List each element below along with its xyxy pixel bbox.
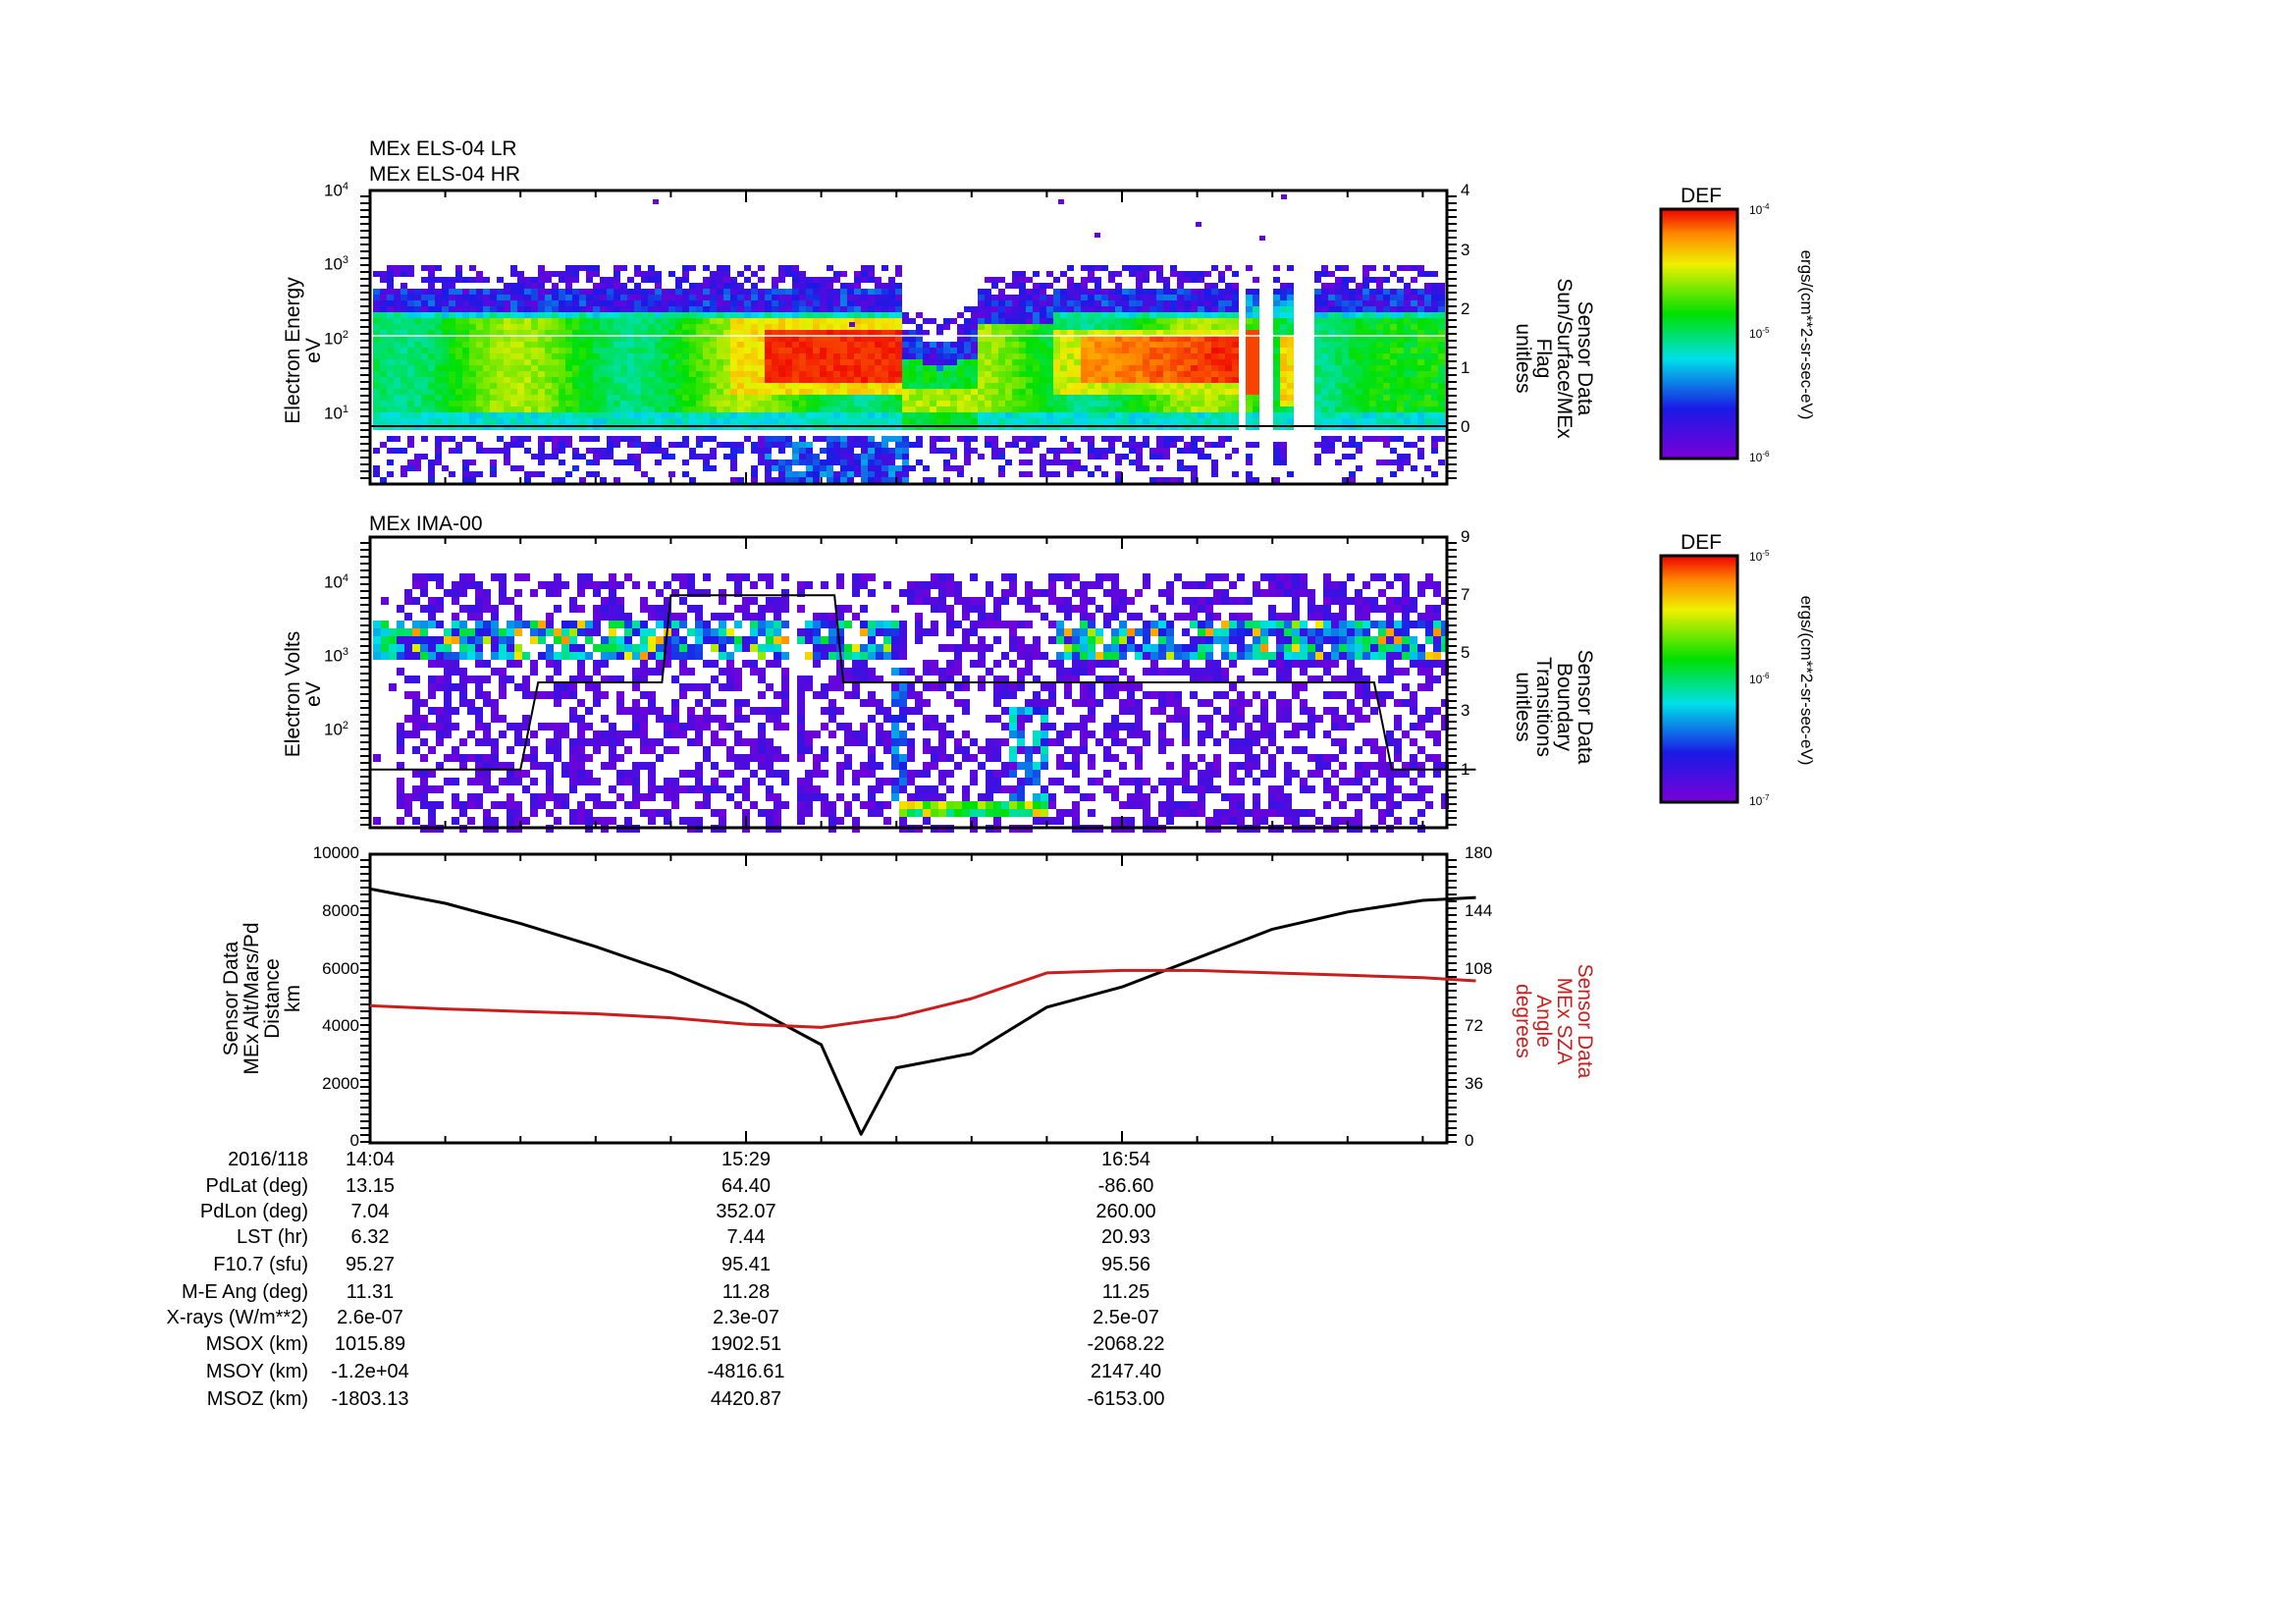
els-colorbar-units: ergs/(cm**2-sr-sec-eV) — [1797, 249, 1816, 420]
ephemeris-row-label: MSOZ (km) — [206, 1388, 308, 1410]
ephemeris-row-value: 20.93 — [1100, 1226, 1151, 1248]
orbit-rtick-72: 72 — [1465, 1016, 1483, 1035]
orbit-ylabel: Sensor Data MEx Alt/Mars/Pd Distance km — [220, 922, 304, 1075]
orbit-ltick-4000: 4000 — [322, 1016, 359, 1035]
ephemeris-row-label: 2016/118 — [228, 1149, 308, 1170]
ima-rtick-1: 1 — [1461, 760, 1470, 779]
ima-rtick-7: 7 — [1461, 585, 1470, 604]
ephemeris-row-value: 7.04 — [350, 1201, 390, 1222]
ephemeris-row-value: 352.07 — [716, 1201, 776, 1222]
ephemeris-row-value: 11.28 — [721, 1281, 771, 1303]
ephemeris-row-label: MSOX (km) — [205, 1333, 308, 1355]
ephemeris-row-value: 11.31 — [346, 1281, 395, 1303]
ephemeris-row-value: 95.27 — [345, 1254, 396, 1275]
ephemeris-row-value: -6153.00 — [1087, 1388, 1165, 1410]
orbit-rtick-144: 144 — [1465, 901, 1493, 920]
els-ylabel: Electron Energy eV — [282, 277, 325, 424]
ima-cb-min: 10-7 — [1749, 793, 1770, 808]
els-ytick-1e1: 101 — [324, 404, 349, 423]
ephemeris-row-label: F10.7 (sfu) — [213, 1254, 308, 1275]
ephemeris-row-value: -1803.13 — [331, 1388, 409, 1410]
ephemeris-row-value: 64.40 — [721, 1175, 772, 1197]
ima-spectrogram — [373, 573, 1449, 833]
ima-colorbar — [1659, 554, 1739, 804]
els-ytick-1e2: 102 — [324, 329, 349, 349]
els-rtick-2: 2 — [1461, 299, 1470, 318]
ephemeris-row-value: 2.3e-07 — [713, 1307, 779, 1328]
ephemeris-row-value: 2147.40 — [1090, 1361, 1162, 1382]
els-cb-max: 10-4 — [1749, 202, 1770, 217]
ima-colorbar-units: ergs/(cm**2-sr-sec-eV) — [1797, 595, 1816, 766]
orbit-ltick-0: 0 — [349, 1131, 359, 1150]
els-cb-min: 10-6 — [1749, 450, 1770, 464]
els-rtick-4: 4 — [1461, 181, 1470, 199]
orbit-rtick-180: 180 — [1465, 843, 1493, 862]
ephemeris-row-value: -86.60 — [1097, 1175, 1154, 1197]
orbit-ltick-10000: 10000 — [312, 843, 359, 862]
els-ytick-1e3: 103 — [324, 254, 349, 274]
ephemeris-row-label: MSOY (km) — [205, 1361, 308, 1382]
els-rtick-1: 1 — [1461, 358, 1470, 377]
els-spectrogram — [370, 194, 1447, 483]
ephemeris-row-value: 1015.89 — [334, 1333, 406, 1355]
orbit-right-axis-label: Sensor Data MEx SZA Angle degrees — [1512, 963, 1596, 1079]
orbit-rtick-36: 36 — [1465, 1074, 1483, 1093]
ephemeris-row-value: 6.32 — [350, 1226, 390, 1248]
ephemeris-row-label: X-rays (W/m**2) — [166, 1307, 308, 1328]
els-cb-mid: 10-5 — [1749, 326, 1770, 341]
ephemeris-row-value: 95.56 — [1100, 1254, 1151, 1275]
ephemeris-row-value: 95.41 — [721, 1254, 772, 1275]
ima-cb-mid: 10-6 — [1749, 672, 1770, 686]
ephemeris-row-label: PdLat (deg) — [205, 1175, 308, 1197]
els-ytick-1e4: 104 — [324, 181, 349, 200]
ephemeris-row-value: 16:54 — [1100, 1149, 1151, 1170]
ima-title: MEx IMA-00 — [369, 513, 483, 535]
ephemeris-row-value: 2.5e-07 — [1093, 1307, 1159, 1328]
ephemeris-row-label: LST (hr) — [237, 1226, 308, 1248]
ephemeris-row-value: -4816.61 — [707, 1361, 785, 1382]
ephemeris-row-value: 11.25 — [1101, 1281, 1150, 1303]
els-colorbar-title: DEF — [1681, 185, 1722, 207]
els-right-axis-label: Sensor Data Sun/Surface/MEx Flag unitless — [1512, 278, 1596, 439]
els-rtick-0: 0 — [1461, 417, 1470, 436]
ephemeris-row-value: 260.00 — [1095, 1201, 1156, 1222]
orbit-ltick-2000: 2000 — [322, 1074, 359, 1093]
els-title-lr: MEx ELS-04 LR — [369, 137, 517, 160]
ima-rtick-3: 3 — [1461, 701, 1470, 720]
ephemeris-row-value: 2.6e-07 — [337, 1307, 403, 1328]
ephemeris-row-value: 13.15 — [345, 1175, 396, 1197]
ima-ylabel: Electron Volts eV — [282, 630, 325, 758]
data-lines — [369, 425, 1476, 1136]
els-colorbar — [1659, 207, 1739, 460]
ephemeris-row-label: PdLon (deg) — [199, 1201, 308, 1222]
ima-colorbar-title: DEF — [1681, 531, 1722, 554]
axes-frames — [360, 189, 1457, 1145]
ima-right-axis-label: Sensor Data Boundary Transitions unitless — [1512, 649, 1596, 765]
ephemeris-row-value: 4420.87 — [710, 1388, 782, 1410]
orbit-ltick-8000: 8000 — [322, 901, 359, 920]
ima-ytick-1e2: 102 — [324, 720, 349, 739]
ephemeris-row-value: -1.2e+04 — [331, 1361, 409, 1382]
ima-rtick-5: 5 — [1461, 643, 1470, 662]
ephemeris-row-value: -2068.22 — [1087, 1333, 1165, 1355]
ephemeris-row-value: 14:04 — [345, 1149, 396, 1170]
ima-rtick-9: 9 — [1461, 527, 1470, 546]
orbit-ltick-6000: 6000 — [322, 959, 359, 978]
ima-cb-max: 10-5 — [1749, 549, 1770, 564]
ephemeris-row-value: 15:29 — [721, 1149, 772, 1170]
ima-ytick-1e3: 103 — [324, 646, 349, 666]
orbit-rtick-0: 0 — [1465, 1131, 1474, 1150]
ima-ytick-1e4: 104 — [324, 572, 349, 592]
els-rtick-3: 3 — [1461, 241, 1470, 259]
orbit-rtick-108: 108 — [1465, 959, 1493, 978]
els-title-hr: MEx ELS-04 HR — [369, 163, 521, 186]
ephemeris-row-value: 1902.51 — [710, 1333, 782, 1355]
ephemeris-row-value: 7.44 — [726, 1226, 766, 1248]
ephemeris-row-label: M-E Ang (deg) — [182, 1281, 308, 1303]
